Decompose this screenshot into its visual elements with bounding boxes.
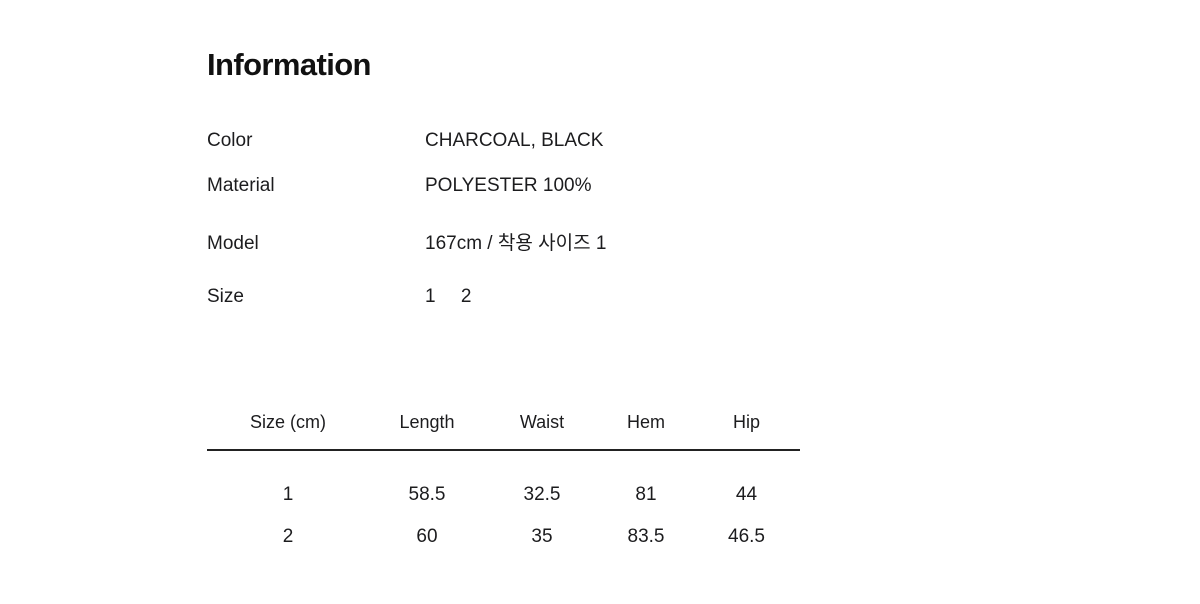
table-divider: [207, 449, 800, 451]
column-header-hem: Hem: [626, 412, 665, 432]
column-header-hip: Hip: [732, 412, 760, 432]
color-label: Color: [207, 130, 253, 151]
section-title: Information: [207, 47, 371, 82]
size-chart-row-size1: 1 58.5 32.5 81 44: [207, 482, 800, 508]
size1-hem: 81: [635, 484, 657, 505]
info-row-color: Color CHARCOAL, BLACK: [207, 128, 1200, 154]
size2-hip: 46.5: [728, 526, 765, 547]
material-label: Material: [207, 175, 275, 196]
info-row-size: Size 1 2: [207, 284, 1200, 310]
column-header-waist: Waist: [519, 412, 565, 432]
size-option-1: 1: [425, 286, 436, 307]
size2-size: 2: [282, 526, 294, 547]
size1-size: 1: [282, 484, 294, 505]
size-options: 1 2: [425, 284, 471, 310]
column-header-length: Length: [399, 412, 455, 432]
model-value: 167cm / 착용 사이즈 1: [425, 233, 607, 254]
info-row-material: Material POLYESTER 100%: [207, 173, 1200, 199]
size-label: Size: [207, 286, 244, 307]
column-header-size-cm: Size (cm): [250, 412, 326, 432]
size-option-2: 2: [460, 286, 472, 307]
size1-length: 58.5: [408, 484, 446, 505]
product-spec-list: Color CHARCOAL, BLACK Material POLYESTER…: [207, 128, 1200, 310]
size1-waist: 32.5: [523, 484, 561, 505]
size-chart-table: Size (cm) Length Waist Hem Hip 1 58.5 32…: [207, 409, 800, 550]
size2-hem: 83.5: [627, 526, 665, 547]
size-chart-header-row: Size (cm) Length Waist Hem Hip: [207, 409, 800, 435]
size-chart-row-size2: 2 60 35 83.5 46.5: [207, 524, 800, 550]
model-label: Model: [207, 233, 259, 254]
info-row-model: Model 167cm / 착용 사이즈 1: [207, 231, 1200, 257]
size1-hip: 44: [735, 484, 758, 505]
size2-waist: 35: [531, 526, 553, 547]
color-value: CHARCOAL, BLACK: [425, 130, 604, 151]
size2-length: 60: [416, 526, 438, 547]
material-value: POLYESTER 100%: [425, 175, 592, 196]
